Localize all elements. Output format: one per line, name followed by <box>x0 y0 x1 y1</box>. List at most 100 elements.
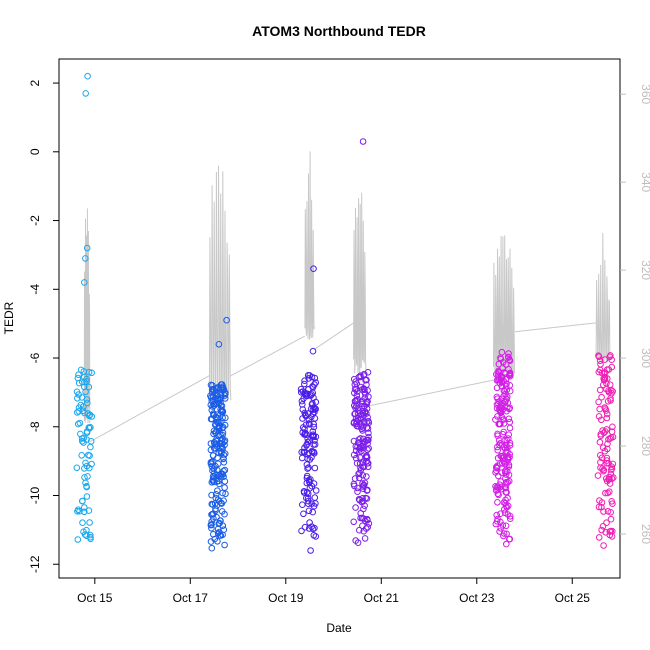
data-point <box>506 370 514 377</box>
data-point <box>219 445 226 453</box>
data-point <box>357 423 365 430</box>
y-tick-label: -6 <box>28 352 42 363</box>
data-point <box>608 463 616 471</box>
data-point <box>310 502 318 510</box>
data-point <box>212 400 219 408</box>
data-point <box>82 459 89 467</box>
data-point-outlier <box>309 347 317 355</box>
data-point <box>603 426 610 433</box>
data-point <box>363 495 371 502</box>
data-point <box>74 395 81 402</box>
y2-tick-label: 280 <box>639 436 650 456</box>
data-point <box>353 380 361 387</box>
data-point <box>79 519 86 527</box>
data-point-outlier <box>82 90 89 97</box>
data-point <box>307 405 315 413</box>
data-point <box>298 527 305 535</box>
secondary-line-cluster <box>83 208 91 424</box>
data-point <box>209 393 217 400</box>
data-point <box>81 474 88 481</box>
data-point <box>308 454 315 461</box>
data-point <box>308 373 316 381</box>
data-point <box>502 484 510 492</box>
data-point <box>598 416 605 424</box>
data-point <box>305 525 313 532</box>
data-point <box>354 488 361 496</box>
data-point <box>597 361 604 368</box>
data-point <box>500 530 508 537</box>
secondary-line-bridge <box>514 322 597 333</box>
data-point <box>495 360 503 368</box>
data-point <box>360 459 367 466</box>
data-point <box>365 445 373 452</box>
data-point <box>305 375 312 382</box>
data-point <box>356 474 363 482</box>
data-point <box>500 377 508 385</box>
data-point <box>492 483 499 490</box>
data-point <box>208 524 215 532</box>
data-point <box>353 418 361 426</box>
data-point <box>83 493 91 500</box>
data-point <box>301 523 309 531</box>
data-point <box>88 460 95 468</box>
data-point <box>208 521 215 529</box>
data-point <box>215 449 223 457</box>
data-point <box>214 487 221 495</box>
data-point <box>74 536 82 543</box>
data-point-outlier <box>81 279 88 286</box>
data-point <box>364 463 372 471</box>
data-point <box>209 459 216 466</box>
data-point <box>609 423 616 431</box>
data-point <box>606 353 614 361</box>
secondary-line-bridge <box>230 335 306 377</box>
data-point <box>300 510 307 518</box>
data-point <box>355 470 362 478</box>
data-point <box>364 369 372 376</box>
data-point <box>309 389 317 397</box>
data-point <box>600 376 608 384</box>
data-point <box>495 368 503 376</box>
data-point <box>363 473 370 480</box>
data-point <box>493 464 501 472</box>
data-point <box>494 486 501 494</box>
data-point <box>352 504 359 511</box>
data-point <box>604 489 612 497</box>
data-point <box>504 494 511 502</box>
data-point <box>78 435 86 442</box>
data-point <box>595 503 603 511</box>
data-point-outlier <box>82 255 89 262</box>
data-point <box>501 506 508 513</box>
data-point <box>603 366 611 373</box>
data-point <box>356 526 363 534</box>
data-point <box>220 459 228 466</box>
data-point-outlier <box>83 244 91 252</box>
data-point <box>312 405 320 413</box>
secondary-line-bridge <box>365 379 494 407</box>
y-tick-label: 0 <box>28 148 42 155</box>
data-point <box>306 421 313 428</box>
data-point <box>299 501 306 509</box>
data-point <box>303 474 311 482</box>
data-point <box>80 439 87 446</box>
data-point <box>505 405 513 413</box>
chart-title: ATOM3 Northbound TEDR <box>252 23 426 39</box>
data-point <box>358 447 365 455</box>
data-point <box>505 415 513 423</box>
data-point <box>221 510 228 518</box>
data-point <box>504 444 511 451</box>
data-point <box>85 507 93 514</box>
data-point <box>498 453 506 460</box>
data-point <box>598 393 605 401</box>
data-point <box>500 428 507 436</box>
data-point <box>596 386 604 394</box>
data-point <box>493 511 501 519</box>
data-point-outlier <box>223 316 230 324</box>
data-point <box>503 540 510 548</box>
data-point <box>85 383 93 391</box>
data-point <box>304 372 312 379</box>
data-point <box>311 415 319 422</box>
data-point <box>594 472 602 479</box>
data-point <box>84 399 91 407</box>
plot-frame <box>58 58 621 579</box>
data-point <box>208 491 215 499</box>
